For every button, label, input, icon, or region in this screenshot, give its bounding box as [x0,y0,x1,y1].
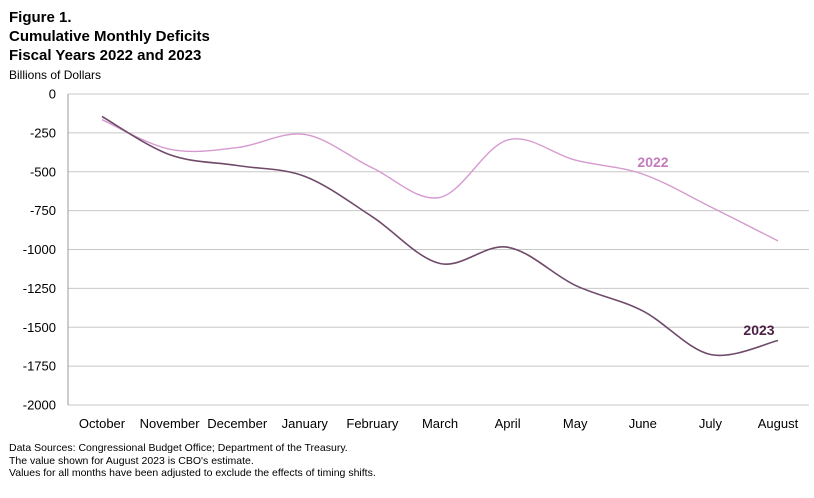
y-tick-label: -1500 [23,320,56,335]
x-tick-label: April [495,416,521,431]
series-label-2023: 2023 [743,322,774,338]
y-tick-label: -2000 [23,398,56,413]
chart-title-line1: Cumulative Monthly Deficits [9,28,210,45]
x-tick-label: August [758,416,799,431]
y-tick-label: -1750 [23,359,56,374]
series-lines [101,115,779,357]
note-adjustment: Values for all months have been adjusted… [9,467,376,479]
series-label-2022: 2022 [637,154,668,170]
line-chart: 0 -250 -500 -750 -1000 -1250 -1500 -1750 -2000 O… [23,87,809,431]
y-tick-label: 0 [49,87,56,102]
y-axis-ticks: 0 -250 -500 -750 -1000 -1250 -1500 -1750 -2000 [23,87,56,413]
gridlines [67,93,809,406]
y-tick-label: -250 [30,125,56,140]
figure-label: Figure 1. [9,9,72,26]
series-labels: 2022 2023 [637,154,774,338]
x-tick-label: February [346,416,399,431]
x-tick-label: May [563,416,588,431]
y-tick-label: -1250 [23,281,56,296]
series-line-2023 [101,115,779,357]
y-tick-label: -500 [30,164,56,179]
note-sources: Data Sources: Congressional Budget Offic… [9,442,348,454]
x-tick-label: July [699,416,723,431]
x-tick-label: March [422,416,458,431]
x-tick-label: June [629,416,657,431]
chart-header: Figure 1. Cumulative Monthly Deficits Fi… [9,8,210,83]
y-axis-units: Billions of Dollars [9,68,102,82]
y-tick-label: -1000 [23,242,56,257]
source-notes: Data Sources: Congressional Budget Offic… [9,442,376,480]
chart-title-line2: Fiscal Years 2022 and 2023 [9,47,202,64]
x-tick-label: October [79,416,126,431]
x-axis-ticks: October November December January February Ma… [79,416,799,431]
x-tick-label: December [207,416,268,431]
y-tick-label: -750 [30,203,56,218]
note-estimate: The value shown for August 2023 is CBO's… [9,454,254,467]
x-tick-label: November [140,416,201,431]
x-tick-label: January [282,416,329,431]
series-line-2022 [101,119,779,242]
